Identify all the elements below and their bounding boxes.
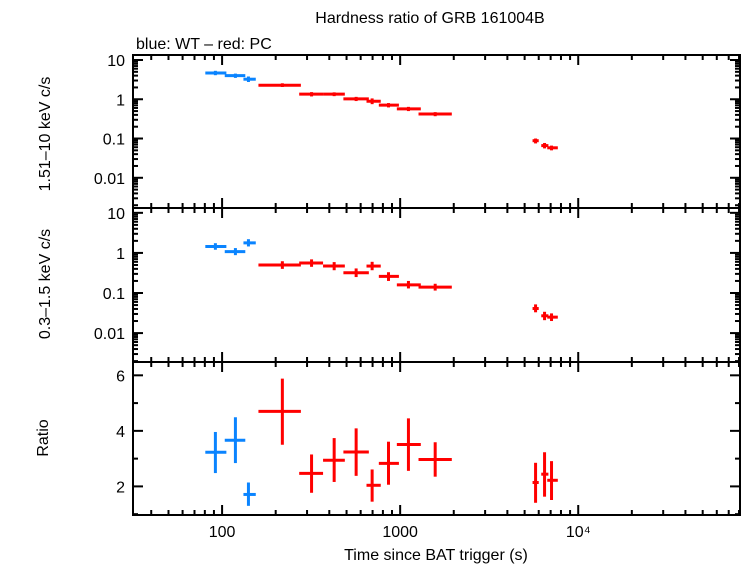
y-tick-label: 4: [116, 424, 125, 441]
panel-frame: [132, 54, 741, 209]
x-tick-label: 10⁴: [566, 524, 591, 541]
x-tick-label: 1000: [382, 524, 418, 541]
y-tick-label: 0.1: [103, 132, 125, 149]
y-tick-label: 10: [107, 206, 125, 223]
y-tick-label: 0.01: [94, 171, 125, 188]
y-tick-label: 0.01: [94, 326, 125, 343]
y-axis-label-soft: 0.3–1.5 keV c/s: [37, 229, 54, 339]
y-tick-label: 1: [116, 246, 125, 263]
y-axis-label-hard: 1.51–10 keV c/s: [37, 77, 54, 192]
x-axis-label: Time since BAT trigger (s): [344, 547, 528, 564]
y-tick-label: 1: [116, 92, 125, 109]
chart-title: Hardness ratio of GRB 161004B: [315, 10, 544, 27]
x-tick-label: 100: [209, 524, 236, 541]
y-tick-label: 10: [107, 53, 125, 70]
y-tick-label: 6: [116, 368, 125, 385]
y-axis-label-ratio: Ratio: [35, 419, 52, 456]
panel-frame: [132, 361, 741, 516]
chart-subtitle: blue: WT – red: PC: [136, 36, 272, 53]
y-tick-label: 2: [116, 479, 125, 496]
y-tick-label: 0.1: [103, 286, 125, 303]
